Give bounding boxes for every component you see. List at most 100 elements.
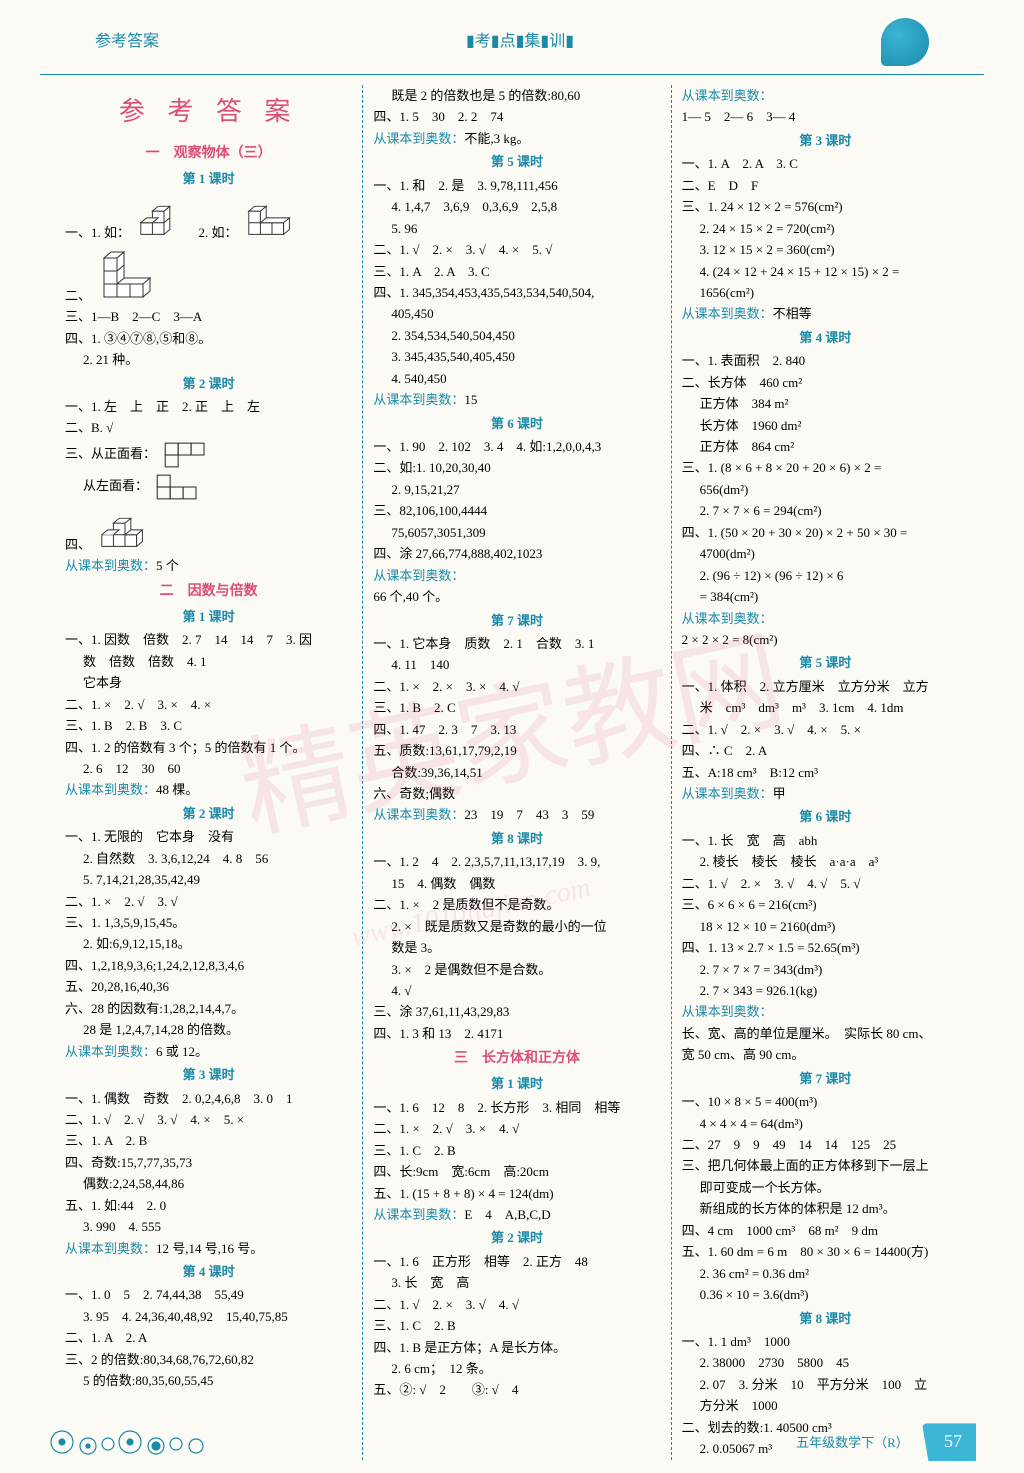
- text: 一、1. 如： 2. 如：: [63, 191, 354, 243]
- lesson: 第 7 课时: [680, 1068, 971, 1089]
- text: 4. 540,450: [371, 368, 662, 389]
- page-number: 57: [922, 1423, 976, 1461]
- text: 18 × 12 × 10 = 2160(dm³): [680, 916, 971, 937]
- text: 一、1. 和 2. 是 3. 9,78,111,456: [371, 175, 662, 196]
- text: 二、1. √ 2. √ 3. √ 4. × 5. ×: [63, 1109, 354, 1130]
- text: 三、1. A 2. A 3. C: [371, 261, 662, 282]
- column-2: 既是 2 的倍数也是 5 的倍数:80,60 四、1. 5 30 2. 2 74…: [363, 85, 671, 1460]
- text: 405,450: [371, 303, 662, 324]
- text: 方分米 1000: [680, 1395, 971, 1416]
- header-left: 参考答案: [95, 29, 159, 55]
- text: 2. 36 cm² = 0.36 dm²: [680, 1263, 971, 1284]
- text: 一、1. 6 12 8 2. 长方形 3. 相同 相等: [371, 1097, 662, 1118]
- text: 三、1. C 2. B: [371, 1140, 662, 1161]
- text: 三、1. C 2. B: [371, 1315, 662, 1336]
- text: 4. √: [371, 980, 662, 1001]
- text: 宽 50 cm、高 90 cm。: [680, 1044, 971, 1065]
- text: 一、1. 它本身 质数 2. 1 合数 3. 1: [371, 633, 662, 654]
- lesson: 第 2 课时: [63, 373, 354, 394]
- text: 米 cm³ dm³ m³ 3. 1cm 4. 1dm: [680, 697, 971, 718]
- text: 一、1. 6 正方形 相等 2. 正方 48: [371, 1251, 662, 1272]
- wave-logo-icon: [881, 18, 929, 66]
- ao-text: 从课本到奥数：6 或 12。: [63, 1041, 354, 1062]
- text: 3. 12 × 15 × 2 = 360(cm²): [680, 239, 971, 260]
- text: 五、20,28,16,40,36: [63, 976, 354, 997]
- ao-text: 从课本到奥数：甲: [680, 783, 971, 804]
- text: 5 的倍数:80,35,60,55,45: [63, 1370, 354, 1391]
- text: 三、1. 24 × 12 × 2 = 576(cm²): [680, 196, 971, 217]
- text: 28 是 1,2,4,7,14,28 的倍数。: [63, 1019, 354, 1040]
- text: 1— 5 2— 6 3— 4: [680, 106, 971, 127]
- text: 一、1. 偶数 奇数 2. 0,2,4,6,8 3. 0 1: [63, 1088, 354, 1109]
- text: 二、1. A 2. A: [63, 1327, 354, 1348]
- text: 四、1. B 是正方体；A 是长方体。: [371, 1337, 662, 1358]
- text: 1656(cm²): [680, 282, 971, 303]
- text: 二、1. × 2. × 3. × 4. √: [371, 676, 662, 697]
- text: 0.36 × 10 = 3.6(dm³): [680, 1284, 971, 1305]
- footer-right: 五年级数学下（R） 57: [796, 1427, 976, 1457]
- text: 三、82,106,100,4444: [371, 500, 662, 521]
- text: 四、1,2,18,9,3,6;1,24,2,12,8,3,4,6: [63, 955, 354, 976]
- text: 2. 6 12 30 60: [63, 758, 354, 779]
- cube-figure-icon: [135, 193, 193, 237]
- lesson: 第 4 课时: [680, 327, 971, 348]
- ao-text: 从课本到奥数：: [680, 85, 971, 106]
- text: 即可变成一个长方体。: [680, 1177, 971, 1198]
- lesson: 第 8 课时: [680, 1308, 971, 1329]
- text: 4 × 4 × 4 = 64(dm³): [680, 1113, 971, 1134]
- text: 四、1. 5 30 2. 2 74: [371, 106, 662, 127]
- text: 一、1. 左 上 正 2. 正 上 左: [63, 396, 354, 417]
- text: 二、如:1. 10,20,30,40: [371, 457, 662, 478]
- cube-figure-icon: [96, 505, 154, 549]
- ao-text: 从课本到奥数：12 号,14 号,16 号。: [63, 1238, 354, 1259]
- text: 2. 07 3. 分米 10 平方分米 100 立: [680, 1374, 971, 1395]
- text: 2. 自然数 3. 3,6,12,24 4. 8 56: [63, 848, 354, 869]
- text: 4. 11 140: [371, 654, 662, 675]
- text: 六、28 的因数有:1,28,2,14,4,7。: [63, 998, 354, 1019]
- text: 三、2 的倍数:80,34,68,76,72,60,82: [63, 1349, 354, 1370]
- text: 一、1. 1 dm³ 1000: [680, 1331, 971, 1352]
- cube-figure-icon: [96, 246, 176, 300]
- ao-text: 从课本到奥数：: [371, 565, 662, 586]
- text: 二、长方体 460 cm²: [680, 372, 971, 393]
- text: 三、1. (8 × 6 + 8 × 20 + 20 × 6) × 2 =: [680, 457, 971, 478]
- text: 2. 7 × 7 × 6 = 294(cm²): [680, 500, 971, 521]
- text: 新组成的长方体的体积是 12 dm³。: [680, 1198, 971, 1219]
- text: 四、1. 3 和 13 2. 4171: [371, 1023, 662, 1044]
- text: 三、1—B 2—C 3—A: [63, 306, 354, 327]
- text: 六、奇数;偶数: [371, 783, 662, 804]
- ao-text: 从课本到奥数：5 个: [63, 555, 354, 576]
- grid-figure-icon: [161, 441, 219, 469]
- lesson: 第 3 课时: [680, 130, 971, 151]
- text: 一、1. 0 5 2. 74,44,38 55,49: [63, 1284, 354, 1305]
- text: 3. × 2 是偶数但不是合数。: [371, 959, 662, 980]
- ao-text: 从课本到奥数：15: [371, 389, 662, 410]
- text: 四、奇数:15,7,77,35,73: [63, 1152, 354, 1173]
- text: 三、从正面看：: [63, 439, 354, 471]
- text: 5. 96: [371, 218, 662, 239]
- decorative-circles-icon: [48, 1428, 218, 1456]
- text: 66 个,40 个。: [371, 586, 662, 607]
- text: 五、A:18 cm³ B:12 cm³: [680, 762, 971, 783]
- text: 3. 长 宽 高: [371, 1272, 662, 1293]
- text: 一、1. 无限的 它本身 没有: [63, 826, 354, 847]
- text: 三、1. 1,3,5,9,15,45。: [63, 912, 354, 933]
- text: 一、1. 2 4 2. 2,3,5,7,11,13,17,19 3. 9,: [371, 851, 662, 872]
- lesson: 第 1 课时: [63, 168, 354, 189]
- page-footer: 五年级数学下（R） 57: [0, 1427, 1024, 1457]
- lesson: 第 7 课时: [371, 610, 662, 631]
- section-3: 三 长方体和正方体: [371, 1047, 662, 1070]
- lesson: 第 2 课时: [371, 1227, 662, 1248]
- lesson: 第 6 课时: [680, 806, 971, 827]
- text: 三、把几何体最上面的正方体移到下一层上: [680, 1155, 971, 1176]
- text: 四、1. 2 的倍数有 3 个；5 的倍数有 1 个。: [63, 737, 354, 758]
- lesson: 第 4 课时: [63, 1261, 354, 1282]
- cube-figure-icon: [243, 193, 301, 237]
- text: 二、1. √ 2. × 3. √ 4. × 5. ×: [680, 719, 971, 740]
- text: 五、1. (15 + 8 + 8) × 4 = 124(dm): [371, 1183, 662, 1204]
- text: 五、②: √ 2 ③: √ 4: [371, 1379, 662, 1400]
- text: 正方体 864 cm²: [680, 436, 971, 457]
- text: 2 × 2 × 2 = 8(cm²): [680, 629, 971, 650]
- text: 2. 9,15,21,27: [371, 479, 662, 500]
- text: 4. (24 × 12 + 24 × 15 + 12 × 15) × 2 =: [680, 261, 971, 282]
